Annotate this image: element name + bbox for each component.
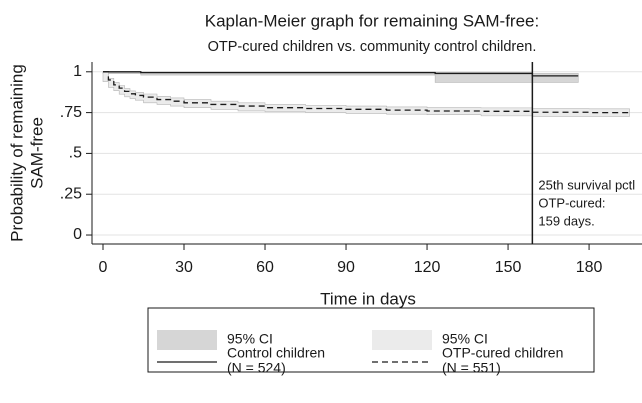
y-tick-label: .5	[69, 145, 82, 162]
x-tick-label: 90	[337, 259, 355, 276]
ci-band	[102, 71, 579, 83]
legend-label: Control children	[227, 345, 325, 361]
y-axis-label: Probability of remaining	[7, 64, 26, 242]
annotation-text: OTP-cured:	[538, 195, 605, 210]
chart-title: Kaplan-Meier graph for remaining SAM-fre…	[205, 11, 539, 30]
ci-band	[102, 71, 630, 117]
survival-line	[102, 71, 630, 114]
legend-swatch	[372, 330, 432, 350]
x-tick-label: 180	[576, 259, 603, 276]
annotation-text: 25th survival pctl	[538, 177, 635, 192]
x-axis-label: Time in days	[320, 289, 416, 308]
y-tick-label: 0	[73, 226, 82, 243]
legend-label: (N = 551)	[442, 360, 501, 376]
x-tick-label: 0	[99, 259, 108, 276]
x-tick-label: 150	[495, 259, 522, 276]
legend-label: 95% CI	[442, 331, 488, 347]
legend-label: (N = 524)	[227, 360, 286, 376]
y-axis-label: SAM-free	[27, 117, 46, 189]
y-tick-label: .75	[60, 104, 82, 121]
legend-swatch	[157, 330, 217, 350]
x-tick-label: 60	[256, 259, 274, 276]
x-tick-label: 30	[175, 259, 193, 276]
x-tick-label: 120	[414, 259, 441, 276]
chart-subtitle: OTP-cured children vs. community control…	[208, 39, 537, 55]
annotation-text: 159 days.	[538, 213, 594, 228]
y-tick-label: 1	[73, 63, 82, 80]
legend-box	[147, 307, 595, 373]
legend-label: 95% CI	[227, 331, 273, 347]
legend-label: OTP-cured children	[442, 345, 563, 361]
y-tick-label: .25	[60, 185, 82, 202]
